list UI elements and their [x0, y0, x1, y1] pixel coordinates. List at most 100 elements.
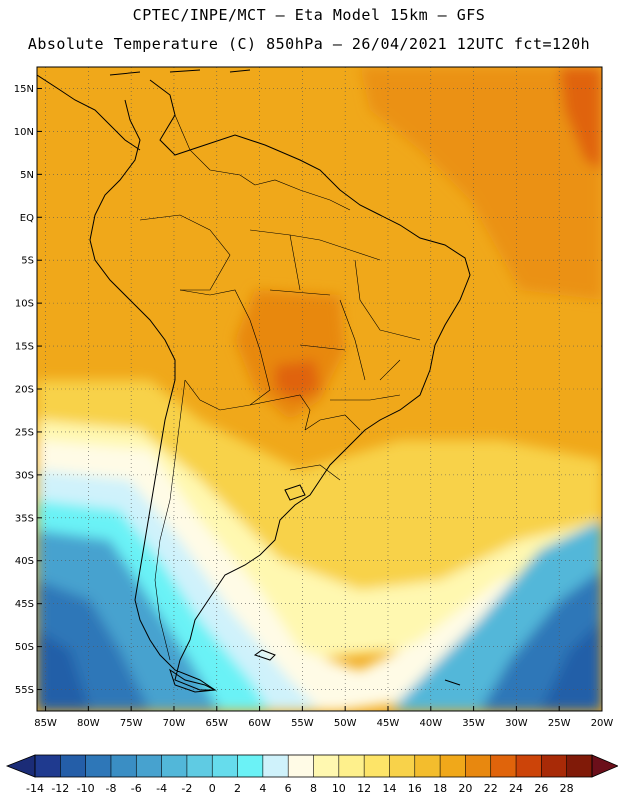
lon-tick-label: 35W: [462, 718, 485, 729]
colorbar-arrow-right: [591, 754, 618, 778]
colorbar-swatch: [516, 755, 542, 777]
colorbar-arrow-left: [5, 754, 36, 778]
colorbar-swatch: [35, 755, 61, 777]
lat-tick-label: 35S: [15, 513, 34, 524]
lon-tick-label: 60W: [248, 718, 271, 729]
border-argentina-brazil: [304, 414, 361, 431]
colorbar-swatch: [364, 755, 390, 777]
light-yellow-band: [37, 420, 602, 660]
colorbar-label: -6: [131, 782, 142, 795]
lat-tick-label: 10N: [14, 127, 34, 138]
colorbar-swatch: [414, 755, 441, 777]
colorbar-swatch: [389, 755, 416, 777]
colorbar-swatch: [541, 755, 568, 777]
brazil-state-borders: [249, 229, 421, 401]
colorbar-swatch: [490, 755, 517, 777]
lat-tick-label: 15N: [14, 84, 34, 95]
lon-tick-label: 55W: [291, 718, 314, 729]
lat-tick-label: 30S: [15, 470, 34, 481]
lon-tick-label: 20W: [591, 718, 614, 729]
title-line-2: Absolute Temperature (C) 850hPa – 26/04/…: [27, 35, 591, 53]
colorbar-label: 22: [484, 782, 498, 795]
colorbar-label: 16: [408, 782, 422, 795]
colorbar-swatch: [288, 755, 314, 777]
colorbar: -14 -12 -10 -8 -6 -4 -2 0 2 4 6 8 10 12 14 16 18 20 22 24 26…: [5, 754, 618, 795]
caribbean-islands-outline: [109, 69, 251, 76]
colorbar-swatch: [338, 755, 365, 777]
border-uruguay: [289, 464, 341, 481]
lat-tick-label: EQ: [20, 213, 34, 224]
colorbar-label: 6: [285, 782, 292, 795]
colorbar-swatch: [262, 755, 289, 777]
lat-tick-label: 55S: [15, 685, 34, 696]
colorbar-swatch: [85, 755, 112, 777]
lat-tick-label: 40S: [15, 556, 34, 567]
colorbar-label: 28: [560, 782, 574, 795]
colorbar-swatch: [313, 755, 340, 777]
falkland-islands-outline: [253, 649, 276, 661]
title-line-1: CPTEC/INPE/MCT – Eta Model 15km – GFS: [132, 6, 486, 24]
colorbar-label: 14: [382, 782, 396, 795]
colorbar-label: -14: [26, 782, 44, 795]
colorbar-label: 8: [310, 782, 317, 795]
colorbar-swatch: [465, 755, 492, 777]
lon-tick-label: 40W: [419, 718, 442, 729]
colorbar-label: 26: [534, 782, 548, 795]
colorbar-label: -2: [181, 782, 192, 795]
lat-tick-label: 10S: [15, 299, 34, 310]
lon-tick-label: 70W: [163, 718, 186, 729]
colorbar-label: 0: [209, 782, 216, 795]
colorbar-swatch: [566, 755, 593, 777]
latitude-labels: 15N 10N 5N EQ 5S 10S 15S 20S 25S 30S 35S 40S 45S 50S 5…: [14, 84, 42, 696]
colorbar-swatch: [136, 755, 163, 777]
colorbar-label: -8: [105, 782, 116, 795]
lat-tick-label: 5N: [20, 170, 34, 181]
colorbar-label: 4: [259, 782, 266, 795]
longitude-labels: 85W 80W 75W 70W 65W 60W 55W 50W 45W 40W 35W 30W 25W 2…: [34, 706, 613, 729]
colorbar-label: 20: [458, 782, 472, 795]
lon-tick-label: 30W: [505, 718, 528, 729]
lon-tick-label: 45W: [377, 718, 400, 729]
lon-tick-label: 25W: [548, 718, 571, 729]
hot-core: [275, 360, 320, 400]
central-america-coastline: [37, 74, 141, 151]
lon-tick-label: 65W: [205, 718, 228, 729]
lagoa-dos-patos-outline: [284, 484, 306, 501]
border-argentina-chile: [154, 379, 186, 661]
colorbar-label: 10: [332, 782, 346, 795]
deep-cold-southeast: [540, 620, 602, 711]
lat-tick-label: 25S: [15, 427, 34, 438]
lon-tick-label: 80W: [77, 718, 100, 729]
colorbar-label: -4: [156, 782, 167, 795]
colorbar-swatch: [212, 755, 239, 777]
lat-tick-label: 45S: [15, 599, 34, 610]
graticule: [37, 67, 602, 711]
colorbar-label: 24: [509, 782, 523, 795]
lat-tick-label: 50S: [15, 642, 34, 653]
border-paraguay: [249, 394, 311, 431]
colorbar-swatch: [237, 755, 264, 777]
colorbar-label: 12: [357, 782, 371, 795]
colorbar-label: -10: [77, 782, 95, 795]
tierra-del-fuego-outline: [169, 668, 217, 693]
lon-tick-label: 50W: [334, 718, 357, 729]
colorbar-label: 18: [433, 782, 447, 795]
border-peru-brazil: [139, 214, 231, 291]
colorbar-swatch: [440, 755, 466, 777]
colorbar-label: 2: [234, 782, 241, 795]
lon-tick-label: 85W: [34, 718, 57, 729]
coastlines: [37, 69, 471, 693]
border-bolivia: [179, 289, 271, 411]
deep-blue-southwest: [37, 630, 90, 711]
political-borders: [139, 114, 421, 661]
hot-spot-northeast: [560, 67, 602, 170]
colorbar-swatch: [110, 755, 137, 777]
border-guianas: [254, 179, 351, 211]
colorbar-swatch: [60, 755, 87, 777]
warm-band-east: [360, 67, 602, 300]
lon-tick-label: 75W: [120, 718, 143, 729]
colorbar-swatch: [161, 755, 188, 777]
lat-tick-label: 20S: [15, 385, 34, 396]
south-america-coastline: [89, 79, 471, 691]
temperature-field: [37, 67, 602, 711]
